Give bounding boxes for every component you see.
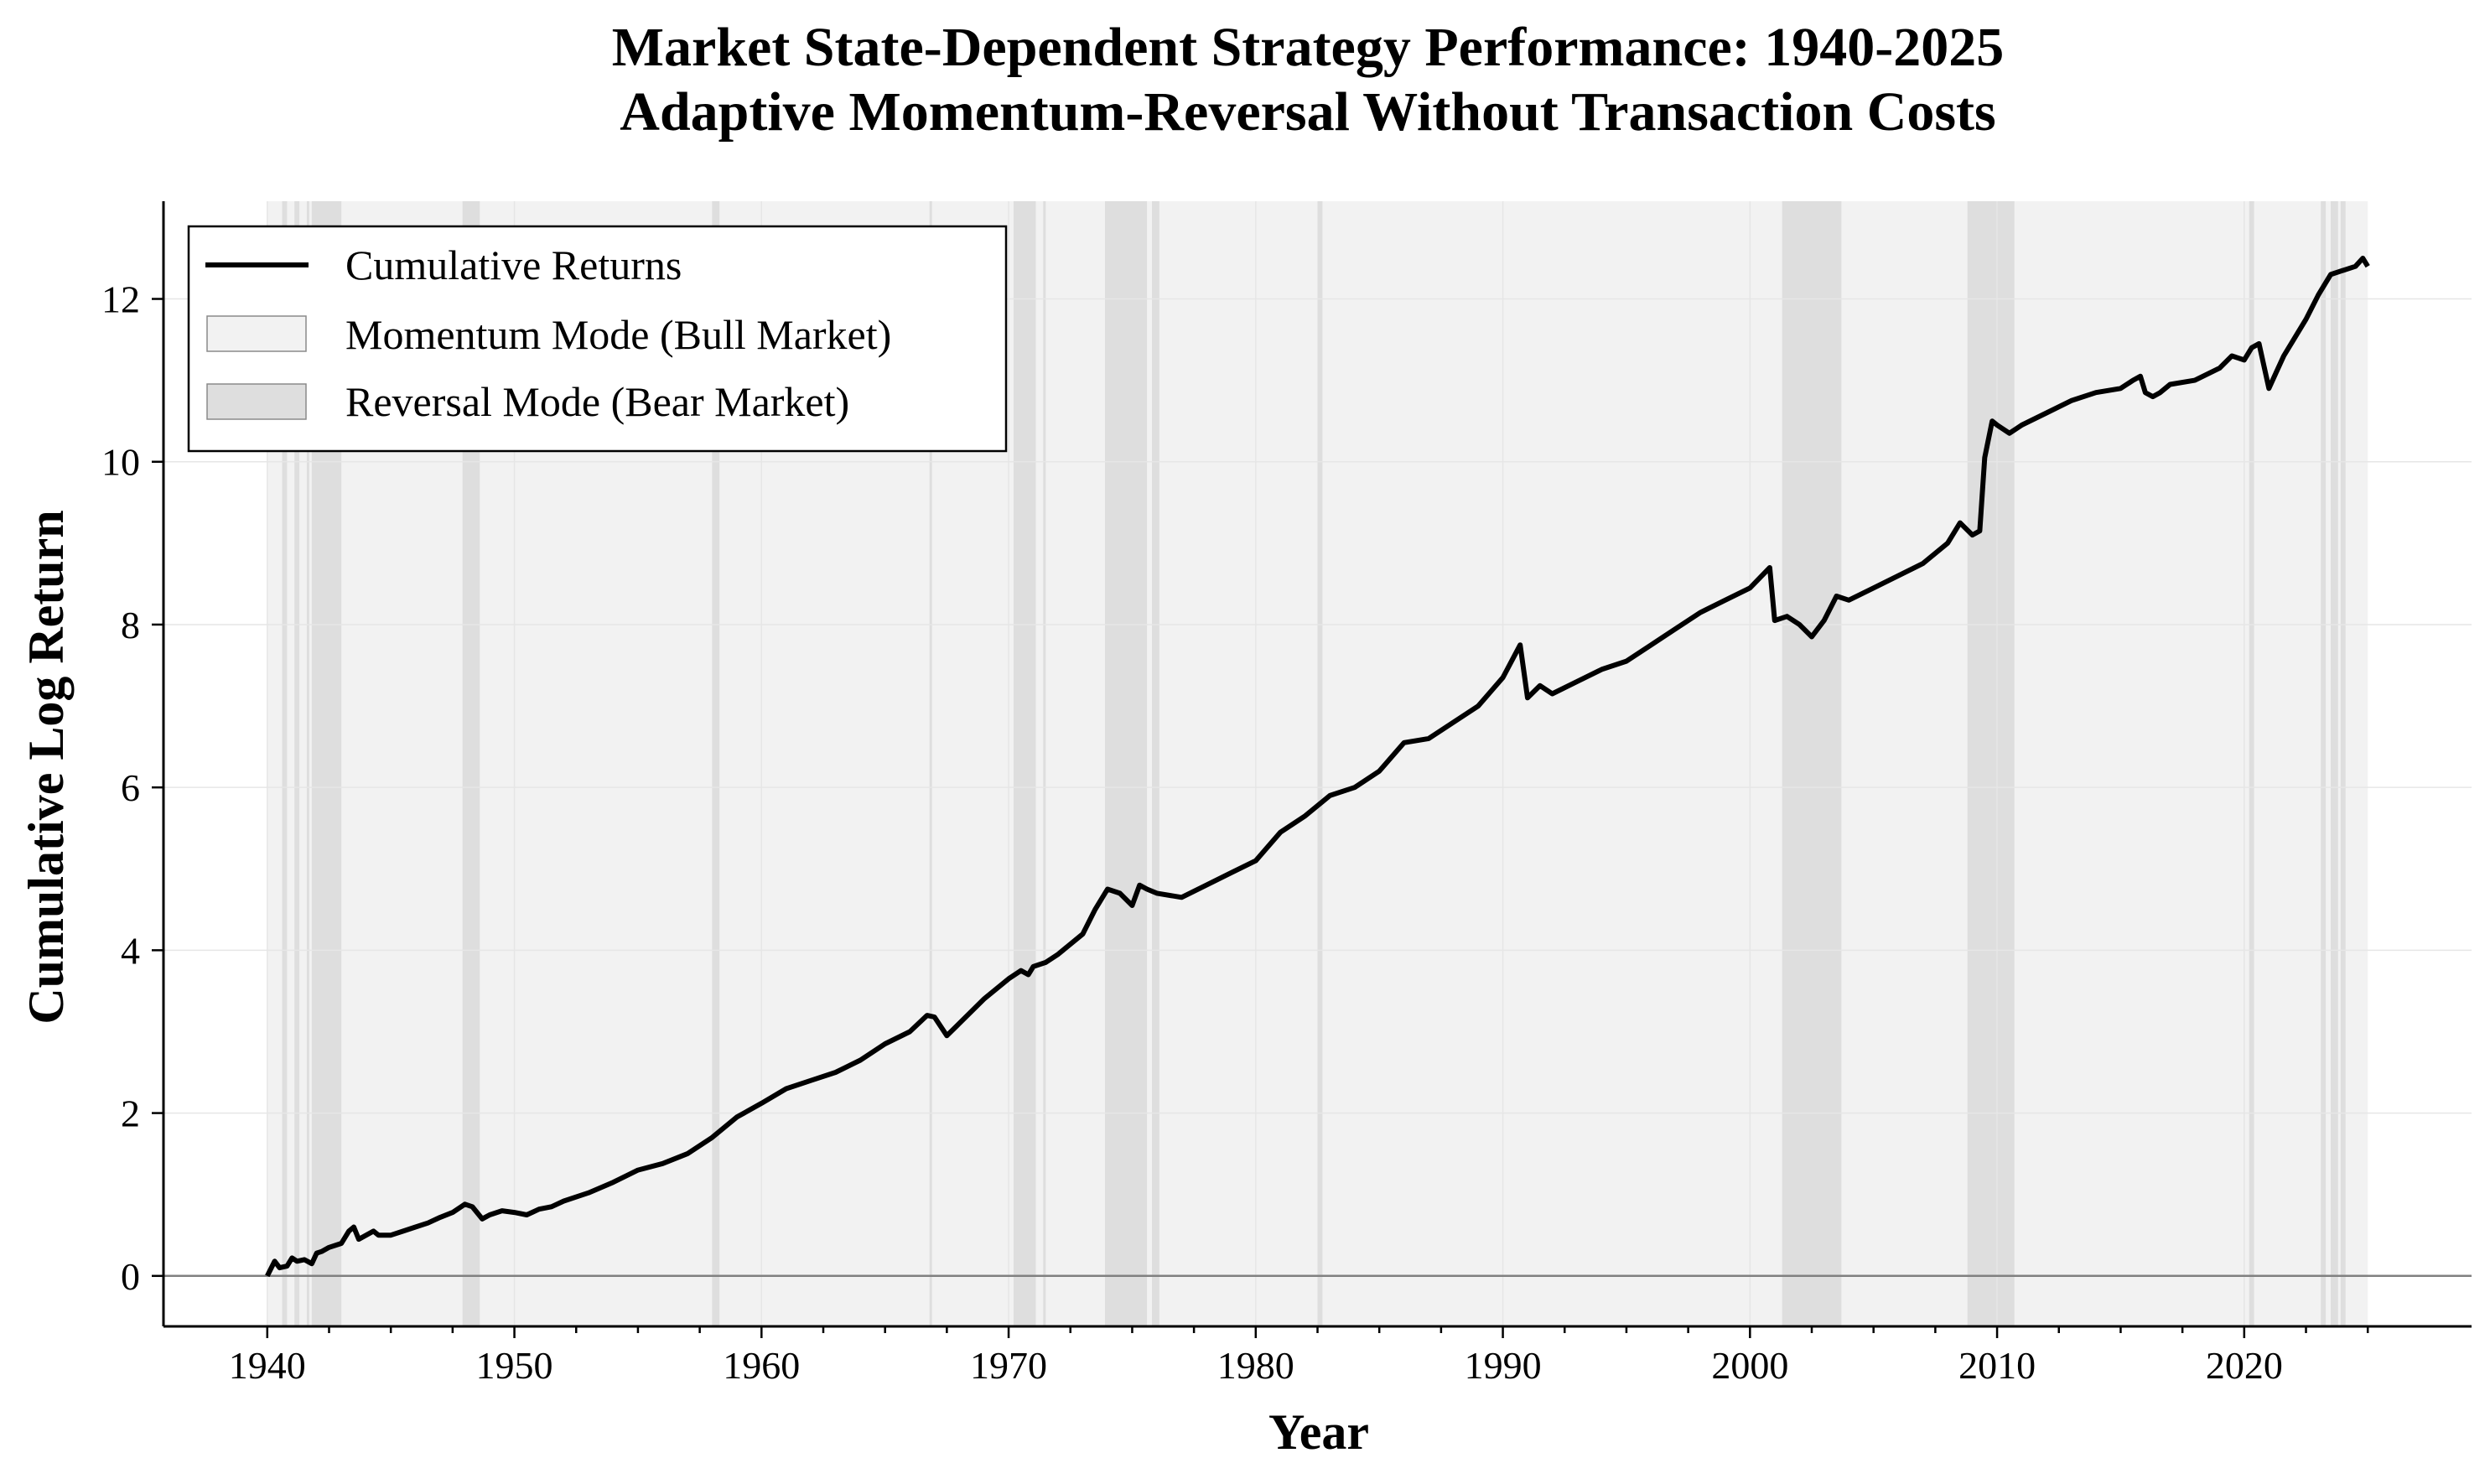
x-tick-label-1950: 1950 [476, 1344, 553, 1387]
cumulative-returns-line [265, 256, 2370, 1278]
legend-swatch-bear [206, 383, 307, 420]
y-tick-label-8: 8 [121, 604, 140, 646]
bear-market-band-7 [1013, 201, 1036, 1326]
bear-market-band-1 [294, 201, 300, 1326]
legend-swatch-bull [206, 315, 307, 352]
legend-label-cumulative-returns: Cumulative Returns [345, 241, 682, 288]
y-tick-label-6: 6 [121, 766, 140, 809]
bear-market-band-13 [1967, 201, 2015, 1326]
x-tick-label-1940: 1940 [229, 1344, 306, 1387]
bear-market-band-6 [929, 201, 932, 1326]
x-ticks: 1940 1950 1960 1970 1980 1990 2000 2010 2020 [229, 1326, 2369, 1387]
bear-market-band-2 [306, 201, 309, 1326]
y-tick-label-0: 0 [121, 1255, 140, 1298]
bear-market-band-11 [1317, 201, 1323, 1326]
bear-market-band-10 [1152, 201, 1159, 1326]
y-tick-label-10: 10 [101, 441, 140, 484]
x-tick-label-2020: 2020 [2206, 1344, 2283, 1387]
x-tick-label-1970: 1970 [970, 1344, 1047, 1387]
legend-label-reversal-mode: Reversal Mode (Bear Market) [345, 378, 849, 425]
bear-market-band-12 [1782, 201, 1842, 1326]
chart-title: Market State-Dependent Strategy Performa… [612, 17, 2005, 78]
y-tick-label-2: 2 [121, 1092, 140, 1135]
bear-market-band-15 [2321, 201, 2327, 1326]
y-tick-label-12: 12 [101, 278, 140, 321]
bear-market-band-5 [712, 201, 720, 1326]
bear-market-band-8 [1043, 201, 1046, 1326]
bear-market-band-17 [2340, 201, 2346, 1326]
y-ticks: 0 2 4 6 8 10 12 [101, 278, 163, 1298]
bear-market-band-16 [2330, 201, 2338, 1326]
bear-market-band-9 [1105, 201, 1148, 1326]
y-tick-label-4: 4 [121, 929, 140, 972]
x-tick-label-2010: 2010 [1958, 1344, 2036, 1387]
bear-market-band-14 [2249, 201, 2254, 1326]
bear-market-band-4 [462, 201, 480, 1326]
legend-box [187, 225, 1008, 453]
regime-bands [267, 201, 2368, 1326]
x-tick-label-1960: 1960 [723, 1344, 800, 1387]
bear-market-band-0 [282, 201, 288, 1326]
plot-area [163, 201, 2472, 1326]
axes: 1940 1950 1960 1970 1980 1990 2000 2010 2020 0 2 4… [101, 201, 2472, 1387]
chart-subtitle: Adaptive Momentum-Reversal Without Trans… [620, 81, 1995, 143]
legend-label-momentum-mode: Momentum Mode (Bull Market) [345, 311, 891, 358]
legend: Cumulative Returns Momentum Mode (Bull M… [187, 225, 1008, 453]
x-tick-label-2000: 2000 [1711, 1344, 1788, 1387]
x-tick-label-1990: 1990 [1465, 1344, 1542, 1387]
x-axis-label: Year [1268, 1404, 1369, 1460]
y-axis-label: Cumulative Log Return [18, 510, 74, 1024]
x-tick-label-1980: 1980 [1217, 1344, 1294, 1387]
